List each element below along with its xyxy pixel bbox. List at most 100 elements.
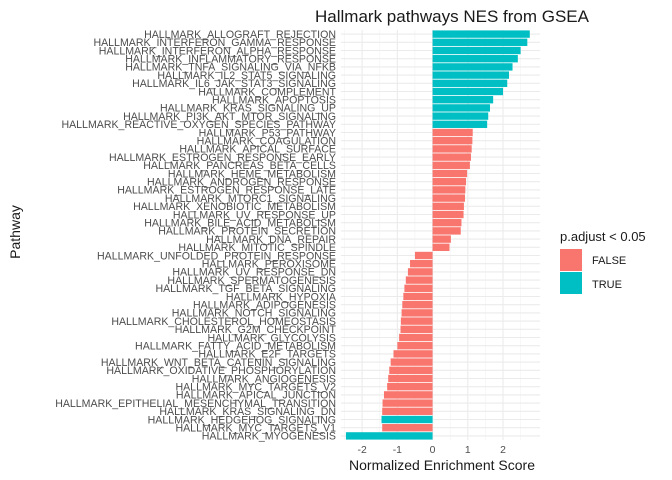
legend-title: p.adjust < 0.05 <box>560 229 646 244</box>
x-tick-label: 1 <box>465 445 471 456</box>
bar <box>414 251 433 260</box>
bar <box>432 161 470 169</box>
bar <box>432 219 462 227</box>
pathway-label: HALLMARK_APICAL_JUNCTION <box>176 390 336 402</box>
bar <box>432 120 488 128</box>
pathway-label: HALLMARK_WNT_BETA_CATENIN_SIGNALING <box>101 357 336 369</box>
bar <box>403 292 433 301</box>
legend-key-true <box>560 272 582 294</box>
bar <box>432 227 461 235</box>
bar <box>401 309 433 317</box>
pathway-label: HALLMARK_SPERMATOGENESIS <box>167 275 336 287</box>
bar <box>432 128 473 137</box>
bar <box>382 399 433 407</box>
pathway-label: HALLMARK_ADIPOGENESIS <box>193 300 336 312</box>
pathway-label: HALLMARK_PROTEIN_SECRETION <box>158 226 336 238</box>
pathway-label: HALLMARK_APOPTOSIS <box>212 95 336 107</box>
pathway-labels: HALLMARK_ALLOGRAFT_REJECTIONHALLMARK_INT… <box>55 29 337 443</box>
pathway-label: HALLMARK_UNFOLDED_PROTEIN_RESPONSE <box>97 250 336 262</box>
bar <box>400 325 433 333</box>
pathway-label: HALLMARK_COAGULATION <box>197 136 336 148</box>
legend-key-false <box>560 249 582 271</box>
bar <box>382 407 433 415</box>
bar <box>393 350 433 358</box>
bars <box>345 30 530 440</box>
pathway-label: HALLMARK_GLYCOLYSIS <box>207 332 336 344</box>
bar <box>405 276 433 284</box>
pathway-label: HALLMARK_E2F_TARGETS <box>198 349 336 361</box>
pathway-label: HALLMARK_UV_RESPONSE_DN <box>172 267 336 279</box>
pathway-label: HALLMARK_TGF_BETA_SIGNALING <box>155 283 336 295</box>
bar <box>432 96 494 104</box>
bar <box>432 194 465 202</box>
pathway-label: HALLMARK_HEDGEHOG_SIGNALING <box>148 414 336 426</box>
pathway-label: HALLMARK_XENOBIOTIC_METABOLISM <box>133 201 336 213</box>
x-tick-label: 2 <box>500 445 506 456</box>
x-axis-title: Normalized Enrichment Score <box>349 457 535 473</box>
pathway-label: HALLMARK_INFLAMMATORY_RESPONSE <box>125 54 336 66</box>
pathway-label: HALLMARK_INTERFERON_ALPHA_RESPONSE <box>99 45 336 57</box>
pathway-label: HALLMARK_ALLOGRAFT_REJECTION <box>144 29 336 41</box>
pathway-label: HALLMARK_PI3K_AKT_MTOR_SIGNALING <box>123 111 336 123</box>
bar <box>432 30 530 38</box>
chart-title: Hallmark pathways NES from GSEA <box>315 7 590 26</box>
pathway-label: HALLMARK_KRAS_SIGNALING_UP <box>160 103 336 115</box>
x-tick-label: -1 <box>393 445 402 456</box>
pathway-label: HALLMARK_TNFA_SIGNALING_VIA_NFKB <box>125 62 336 74</box>
x-tick-labels: -2 -1 0 1 2 <box>358 445 507 456</box>
x-tick-label: 0 <box>430 445 436 456</box>
pathway-label: HALLMARK_COMPLEMENT <box>198 86 336 98</box>
bar <box>432 71 510 79</box>
bar <box>432 79 508 87</box>
bar <box>432 169 468 178</box>
pathway-label: HALLMARK_MYC_TARGETS_V2 <box>175 382 336 394</box>
bar <box>432 153 471 161</box>
bar <box>432 178 467 186</box>
bar <box>432 145 472 153</box>
bar <box>432 55 518 63</box>
bar <box>402 301 433 309</box>
pathway-label: HALLMARK_INTERFERON_GAMMA_RESPONSE <box>93 37 336 49</box>
pathway-label: HALLMARK_KRAS_SIGNALING_DN <box>159 406 336 418</box>
pathway-label: HALLMARK_G2M_CHECKPOINT <box>175 324 337 336</box>
bar <box>399 333 433 342</box>
bar <box>381 415 433 424</box>
bar <box>345 432 433 440</box>
bar <box>400 317 433 325</box>
pathway-label: HALLMARK_HEME_METABOLISM <box>168 168 336 180</box>
plot-panel <box>341 30 540 440</box>
bar <box>432 243 450 251</box>
bar <box>432 104 490 112</box>
pathway-label: HALLMARK_HYPOXIA <box>226 291 337 303</box>
pathway-label: HALLMARK_IL6_JAK_STAT3_SIGNALING <box>132 78 336 90</box>
pathway-label: HALLMARK_EPITHELIAL_MESENCHYMAL_TRANSITI… <box>55 398 336 410</box>
legend-label-false: FALSE <box>592 255 626 267</box>
bar <box>397 342 433 350</box>
bar <box>432 235 451 243</box>
bar <box>410 260 433 268</box>
pathway-label: HALLMARK_NOTCH_SIGNALING <box>172 308 336 320</box>
pathway-label: HALLMARK_BILE_ACID_METABOLISM <box>144 218 336 230</box>
bar <box>432 186 466 194</box>
bar <box>387 383 433 391</box>
bar <box>432 210 464 219</box>
legend: p.adjust < 0.05 FALSE TRUE <box>560 229 646 294</box>
pathway-label: HALLMARK_REACTIVE_OXYGEN_SPECIES_PATHWAY <box>61 119 336 131</box>
bar <box>388 374 433 383</box>
bar <box>432 46 521 55</box>
pathway-label: HALLMARK_MITOTIC_SPINDLE <box>178 242 336 254</box>
pathway-label: HALLMARK_P53_PATHWAY <box>199 127 336 139</box>
pathway-label: HALLMARK_FATTY_ACID_METABOLISM <box>135 341 336 353</box>
bar <box>382 424 433 432</box>
pathway-label: HALLMARK_UV_RESPONSE_UP <box>173 209 336 221</box>
pathway-label: HALLMARK_ANGIOGENESIS <box>192 373 336 385</box>
pathway-label: HALLMARK_CHOLESTEROL_HOMEOSTASIS <box>111 316 336 328</box>
bar <box>432 87 504 96</box>
pathway-label: HALLMARK_MYC_TARGETS_V1 <box>175 423 336 435</box>
pathway-label: HALLMARK_PEROXISOME <box>202 259 336 271</box>
legend-label-true: TRUE <box>592 279 622 291</box>
bar <box>432 38 528 46</box>
pathway-label: HALLMARK_IL2_STAT5_SIGNALING <box>157 70 336 82</box>
bar <box>390 358 433 366</box>
